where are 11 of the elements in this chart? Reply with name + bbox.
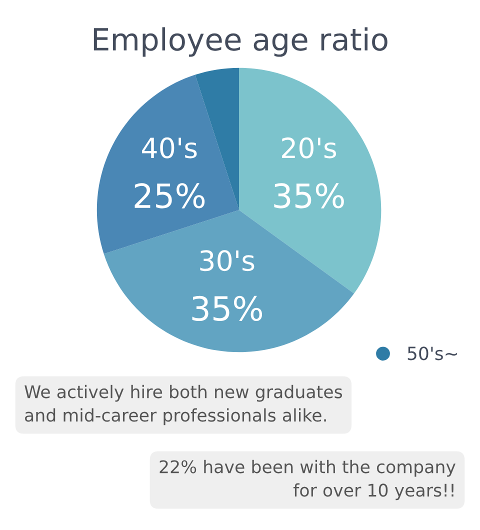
slice-label: 40's xyxy=(142,137,197,158)
data-label: 25% xyxy=(134,183,205,208)
chart-title: Employee age ratio xyxy=(94,27,388,57)
slice-label: 30's xyxy=(200,250,254,272)
text: We actively hire both new graduates and mid-career professionals alike. xyxy=(24,384,342,426)
legend-label: 50's~ xyxy=(408,346,458,360)
slice-label: 20's xyxy=(282,137,336,158)
text: 22% have been with the company for over 10 years!! xyxy=(160,460,456,500)
pie-slice xyxy=(104,210,354,352)
data-label: 35% xyxy=(274,183,344,208)
data-label: 35% xyxy=(192,296,262,322)
